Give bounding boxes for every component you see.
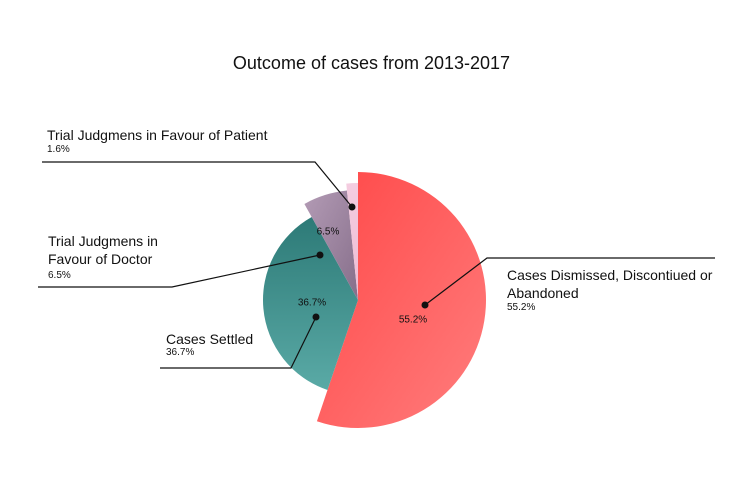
leader-dot [421, 301, 429, 309]
leader-line [160, 316, 317, 369]
leader-line [42, 161, 353, 208]
category-label: Trial Judgmens in Favour of Doctor [48, 233, 158, 267]
slice-label: 6.5% [317, 227, 340, 238]
value-label: 6.5% [48, 270, 71, 281]
value-label: 36.7% [166, 347, 195, 358]
category-label: Cases Dismissed, Discontiued or Abandone… [507, 267, 713, 301]
category-label: Cases Settled [166, 331, 254, 347]
leader-dot [316, 251, 324, 259]
chart-title: Outcome of cases from 2013-2017 [232, 53, 511, 73]
pie-slice [316, 172, 487, 428]
leader-line [424, 257, 715, 306]
leader-dot [348, 203, 356, 211]
value-label: 1.6% [47, 144, 70, 155]
pie-slice [304, 190, 358, 300]
slice-label: 55.2% [399, 315, 427, 326]
pie-slice [263, 217, 358, 390]
value-label: 55.2% [507, 302, 536, 313]
slice-label: 36.7% [298, 298, 326, 309]
category-label: Trial Judgmens in Favour of Patient [47, 127, 268, 143]
pie-slice [346, 183, 358, 300]
leader-line [38, 254, 321, 288]
leader-dot [312, 313, 320, 321]
